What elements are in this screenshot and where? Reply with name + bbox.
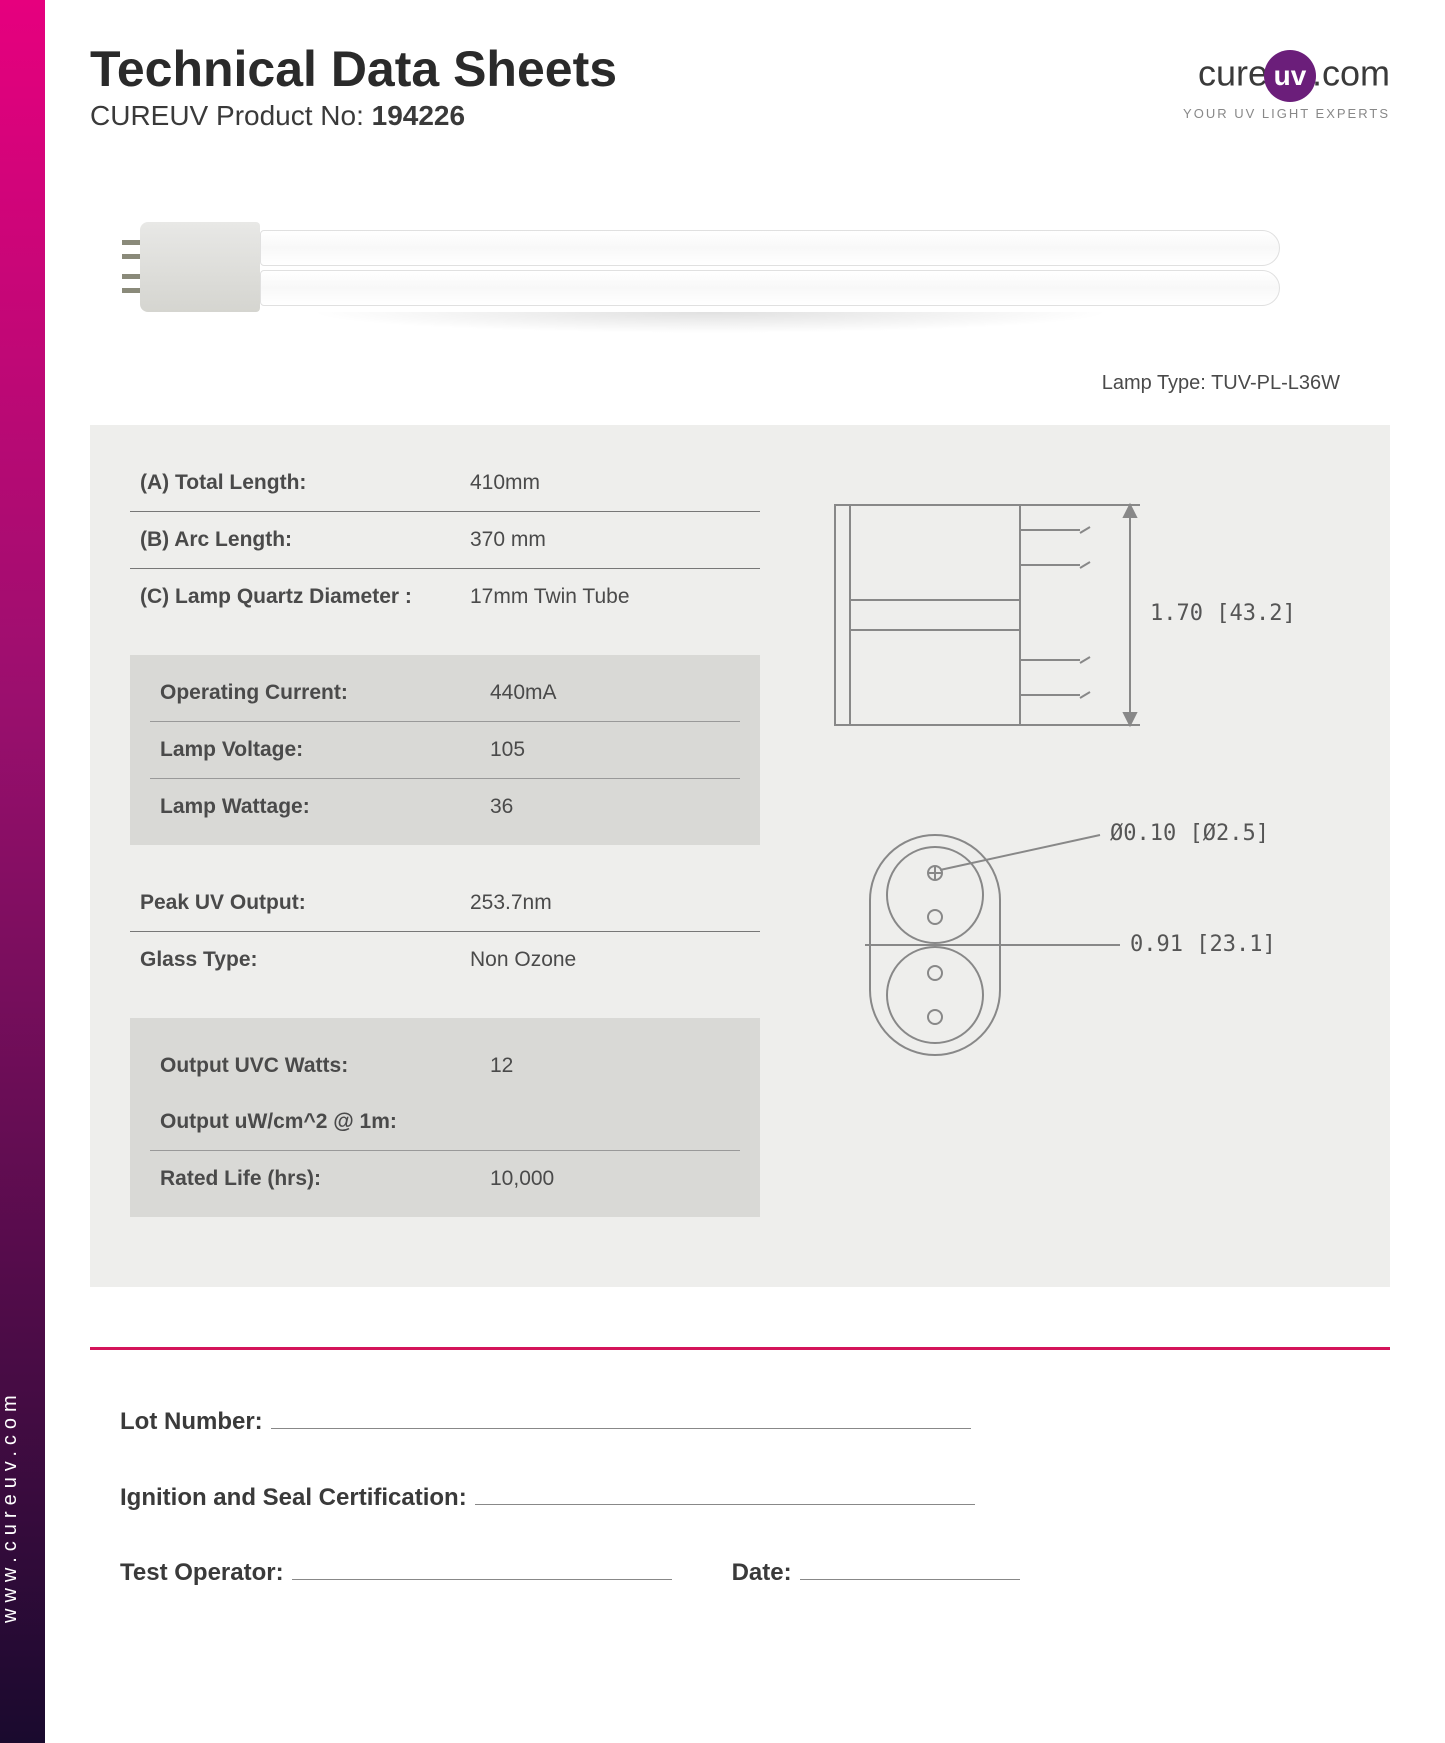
spec-row: (C) Lamp Quartz Diameter : 17mm Twin Tub…: [130, 569, 760, 625]
spec-value: 12: [490, 1054, 730, 1078]
spec-row: (A) Total Length: 410mm: [130, 455, 760, 512]
subtitle-prefix: CUREUV Product No:: [90, 100, 372, 131]
cert-blank: [292, 1552, 672, 1581]
cert-label-ignition: Ignition and Seal Certification:: [120, 1484, 467, 1512]
subtitle: CUREUV Product No: 194226: [90, 100, 617, 132]
spec-row: Operating Current: 440mA: [150, 665, 740, 722]
spec-row: (B) Arc Length: 370 mm: [130, 512, 760, 569]
diagram-side-view: 1.70 [43.2]: [820, 485, 1340, 765]
lamp-shadow: [140, 312, 1280, 342]
spec-label: Operating Current:: [160, 681, 490, 705]
side-url: www.cureuv.com: [0, 1389, 22, 1623]
logo-prefix: cure: [1198, 53, 1268, 94]
cert-blank: [271, 1400, 971, 1429]
spec-row: Output uW/cm^2 @ 1m:: [150, 1094, 740, 1151]
spec-value: [490, 1110, 730, 1134]
spec-label: Glass Type:: [140, 948, 470, 972]
spec-row: Lamp Voltage: 105: [150, 722, 740, 779]
end-diagram-svg: Ø0.10 [Ø2.5] 0.91 [23.1]: [820, 805, 1340, 1085]
cert-blank: [475, 1476, 975, 1505]
lamp-tube: [260, 230, 1280, 266]
spec-row: Peak UV Output: 253.7nm: [130, 875, 760, 932]
spec-label: (A) Total Length:: [140, 471, 470, 495]
spec-label: Rated Life (hrs):: [160, 1167, 490, 1191]
cert-label-lot: Lot Number:: [120, 1408, 263, 1436]
cert-label-operator: Test Operator:: [120, 1559, 284, 1587]
lamp-type-row: Lamp Type: TUV-PL-L36W: [90, 372, 1390, 395]
spec-value: 17mm Twin Tube: [470, 585, 750, 609]
spec-panel: (A) Total Length: 410mm (B) Arc Length: …: [90, 425, 1390, 1287]
logo-tagline: YOUR UV LIGHT EXPERTS: [1183, 106, 1390, 121]
diagram-dim-label: 1.70 [43.2]: [1150, 601, 1296, 626]
spec-section-uv: Peak UV Output: 253.7nm Glass Type: Non …: [130, 875, 760, 988]
lamp-type-label: Lamp Type:: [1102, 372, 1211, 394]
header: Technical Data Sheets CUREUV Product No:…: [90, 40, 1390, 132]
spec-row: Output UVC Watts: 12: [150, 1038, 740, 1094]
spec-table: (A) Total Length: 410mm (B) Arc Length: …: [130, 455, 760, 1247]
diagram-width-label: 0.91 [23.1]: [1130, 932, 1276, 957]
lamp-tube: [260, 270, 1280, 306]
cert-blank: [800, 1552, 1020, 1581]
logo-suffix: .com: [1312, 53, 1390, 94]
spec-value: 10,000: [490, 1167, 730, 1191]
diagram-end-view: Ø0.10 [Ø2.5] 0.91 [23.1]: [820, 805, 1340, 1085]
spec-label: Lamp Wattage:: [160, 795, 490, 819]
lamp-base: [140, 222, 260, 312]
page-content: Technical Data Sheets CUREUV Product No:…: [90, 40, 1390, 1587]
logo-main: cureuv.com: [1183, 50, 1390, 102]
spec-label: Lamp Voltage:: [160, 738, 490, 762]
lamp-pin: [122, 240, 140, 245]
lamp-pin: [122, 254, 140, 259]
side-diagram-svg: 1.70 [43.2]: [820, 485, 1340, 745]
spec-value: 440mA: [490, 681, 730, 705]
product-image: [90, 202, 1390, 332]
spec-row: Glass Type: Non Ozone: [130, 932, 760, 988]
spec-value: 370 mm: [470, 528, 750, 552]
cert-group-date: Date:: [732, 1552, 1020, 1588]
spec-value: 36: [490, 795, 730, 819]
diagram-pin-label: Ø0.10 [Ø2.5]: [1110, 821, 1269, 846]
spec-label: Output UVC Watts:: [160, 1054, 490, 1078]
cert-group-operator: Test Operator:: [120, 1552, 672, 1588]
page-title: Technical Data Sheets: [90, 40, 617, 98]
cert-row-operator-date: Test Operator: Date:: [120, 1552, 1340, 1588]
cert-row-ignition: Ignition and Seal Certification:: [120, 1476, 1340, 1512]
lamp-pin: [122, 274, 140, 279]
certification-section: Lot Number: Ignition and Seal Certificat…: [90, 1350, 1390, 1587]
spec-label: Peak UV Output:: [140, 891, 470, 915]
lamp-type-value: TUV-PL-L36W: [1211, 372, 1340, 394]
spec-label: (B) Arc Length:: [140, 528, 470, 552]
spec-section-dimensions: (A) Total Length: 410mm (B) Arc Length: …: [130, 455, 760, 625]
spec-label: Output uW/cm^2 @ 1m:: [160, 1110, 490, 1134]
spec-value: Non Ozone: [470, 948, 750, 972]
spec-row: Rated Life (hrs): 10,000: [150, 1151, 740, 1207]
product-number: 194226: [372, 100, 465, 131]
spec-value: 105: [490, 738, 730, 762]
logo: cureuv.com YOUR UV LIGHT EXPERTS: [1183, 40, 1390, 121]
spec-value: 410mm: [470, 471, 750, 495]
spec-label: (C) Lamp Quartz Diameter :: [140, 585, 470, 609]
cert-row-lot: Lot Number:: [120, 1400, 1340, 1436]
spec-value: 253.7nm: [470, 891, 750, 915]
lamp-pin: [122, 288, 140, 293]
logo-uv: uv: [1264, 50, 1316, 102]
diagram-column: 1.70 [43.2]: [810, 455, 1350, 1247]
spec-section-output: Output UVC Watts: 12 Output uW/cm^2 @ 1m…: [130, 1018, 760, 1217]
spec-section-electrical: Operating Current: 440mA Lamp Voltage: 1…: [130, 655, 760, 845]
title-block: Technical Data Sheets CUREUV Product No:…: [90, 40, 617, 132]
spec-row: Lamp Wattage: 36: [150, 779, 740, 835]
cert-label-date: Date:: [732, 1559, 792, 1587]
